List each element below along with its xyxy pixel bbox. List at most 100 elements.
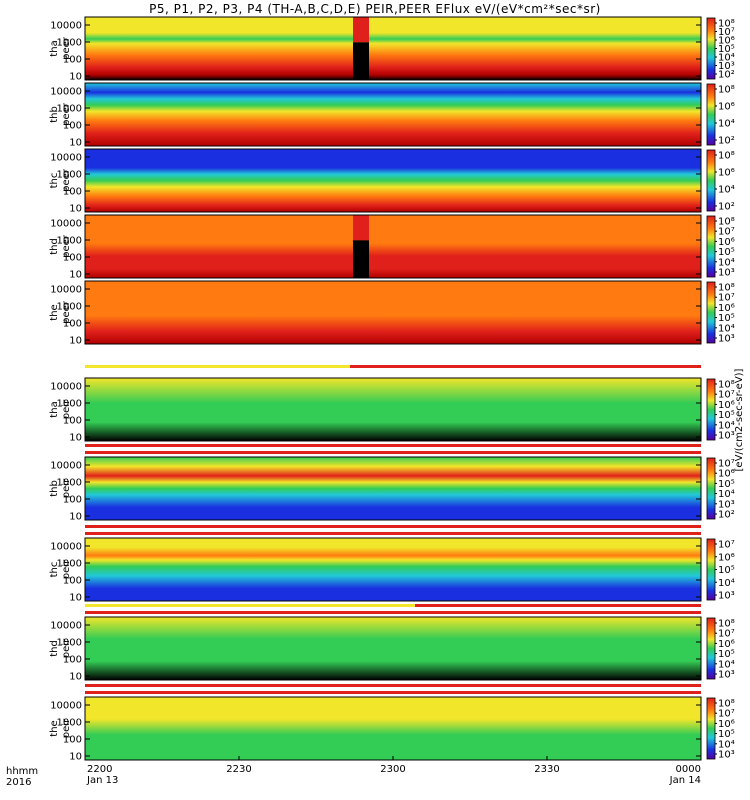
spectrogram-thc-peer	[85, 149, 701, 212]
colorbar-tick-label: 10⁷	[718, 27, 735, 38]
spectrogram-thd-peer	[85, 215, 701, 278]
colorbar-tick-label: 10⁸	[718, 217, 735, 228]
y-tick-label: 10000	[50, 621, 82, 632]
panel-species-label: peer	[61, 168, 72, 192]
colorbar-tick-label: 10³	[718, 268, 735, 279]
panel-species-label: peir	[61, 718, 72, 738]
panel-thc-peer: 10 100 1000 10000 thc peer 10⁸ 10⁶ 10⁴ 10²	[49, 148, 735, 215]
panel-probe-label: thd	[49, 238, 60, 255]
panel-species-label: peer	[61, 300, 72, 324]
y-tick-label: 1000	[57, 236, 82, 247]
colorbar-thb-peir	[706, 457, 716, 520]
colorbar-tick-label: 10⁶	[718, 552, 735, 563]
y-tick-label: 10	[69, 336, 82, 347]
colorbar-tick-label: 10⁷	[718, 227, 735, 238]
colorbar-tick-label: 10⁴	[718, 659, 735, 670]
colorbar-tick-label: 10²	[718, 136, 735, 147]
panel-species-label: peir	[61, 638, 72, 658]
x-tick-label: 2300	[380, 764, 405, 775]
colorbar-tick-label: 10²	[718, 70, 735, 81]
panel-probe-label: tha	[49, 40, 60, 56]
colorbar-tha-peer	[706, 17, 716, 80]
colorbar-tick-label: 10⁴	[718, 185, 735, 196]
y-tick-label: 10000	[50, 219, 82, 230]
panel-species-label: peer	[61, 36, 72, 60]
y-tick-label: 10	[69, 270, 82, 281]
x-tick-label: 2230	[226, 764, 251, 775]
y-tick-label: 10000	[50, 21, 82, 32]
colorbar-tick-label: 10⁵	[718, 410, 735, 421]
y-tick-label: 1000	[57, 478, 82, 489]
colorbar-tick-label: 10⁴	[718, 739, 735, 750]
panel-probe-label: thb	[49, 480, 60, 497]
y-tick-label: 10000	[50, 285, 82, 296]
colorbar-tick-label: 10⁷	[718, 629, 735, 640]
y-tick-label: 1000	[57, 302, 82, 313]
colorbar-tick-label: 10⁵	[718, 44, 735, 55]
colorbar-thb-peer	[706, 83, 716, 146]
y-tick-label: 100	[63, 495, 82, 506]
panel-probe-label: thb	[49, 106, 60, 123]
colorbar-tick-label: 10⁷	[718, 709, 735, 720]
y-tick-label: 1000	[57, 399, 82, 410]
colorbar-tick-label: 10⁵	[718, 649, 735, 660]
colorbar-tick-label: 10⁸	[718, 699, 735, 710]
spectrogram-the-peir	[85, 697, 701, 760]
colorbar-the-peer	[706, 281, 716, 344]
panel-species-label: peer	[61, 102, 72, 126]
y-tick-label: 10000	[50, 542, 82, 553]
x-axis-row1-label: hhmm	[6, 766, 39, 777]
colorbar-tick-label: 10⁸	[718, 85, 735, 96]
colorbar-tick-label: 10³	[718, 61, 735, 72]
colorbar-tick-label: 10⁷	[718, 459, 735, 470]
colorbar-tick-label: 10⁶	[718, 719, 735, 730]
colorbar-tick-label: 10⁴	[718, 119, 735, 130]
y-tick-label: 1000	[57, 170, 82, 181]
y-tick-label: 100	[63, 121, 82, 132]
colorbar-tick-label: 10⁴	[718, 323, 735, 334]
y-tick-label: 10	[69, 512, 82, 523]
y-tick-label: 100	[63, 576, 82, 587]
panel-tha-peer: 10 100 1000 10000 tha peer 10⁸10⁷10⁶10⁵10⁴10³1…	[49, 16, 735, 83]
colorbar-tick-label: 10⁴	[718, 420, 735, 431]
y-tick-label: 100	[63, 55, 82, 66]
spectrogram-tha-peir	[85, 378, 701, 441]
colorbar-tick-label: 10³	[718, 334, 735, 345]
colorbar-tick-label: 10³	[718, 431, 735, 442]
y-tick-label: 10	[69, 138, 82, 149]
flag-bar	[85, 603, 701, 616]
colorbar-tick-label: 10⁷	[718, 293, 735, 304]
colorbar-tick-label: 10⁴	[718, 489, 735, 500]
y-tick-label: 100	[63, 187, 82, 198]
colorbar-tick-label: 10⁶	[718, 36, 735, 47]
panel-probe-label: the	[49, 304, 60, 320]
flag-bar	[85, 524, 701, 537]
colorbar-tick-label: 10⁸	[718, 283, 735, 294]
colorbar-tick-label: 10⁵	[718, 565, 735, 576]
panel-probe-label: tha	[49, 401, 60, 417]
x-tick-date-label: Jan 14	[669, 775, 701, 786]
colorbar-tick-label: 10³	[718, 750, 735, 761]
y-tick-label: 1000	[57, 638, 82, 649]
colorbar-tick-label: 10⁴	[718, 578, 735, 589]
panel-species-label: peir	[61, 399, 72, 419]
colorbar-tick-label: 10⁷	[718, 390, 735, 401]
x-tick-label: 0000	[676, 764, 701, 775]
colorbar-tick-label: 10⁶	[718, 168, 735, 179]
panel-probe-label: the	[49, 720, 60, 736]
colorbar-tick-label: 10⁶	[718, 400, 735, 411]
spectrogram-thb-peer	[85, 83, 701, 146]
panel-probe-label: thc	[49, 562, 60, 578]
colorbar-tick-label: 10⁷	[718, 540, 735, 551]
colorbar-tick-label: 10⁴	[718, 257, 735, 268]
colorbar-tick-label: 10⁴	[718, 53, 735, 64]
y-tick-label: 10000	[50, 701, 82, 712]
y-tick-label: 10000	[50, 153, 82, 164]
spectrogram-tha-peer	[85, 17, 701, 80]
y-tick-label: 10000	[50, 382, 82, 393]
panel-species-label: peer	[61, 234, 72, 258]
